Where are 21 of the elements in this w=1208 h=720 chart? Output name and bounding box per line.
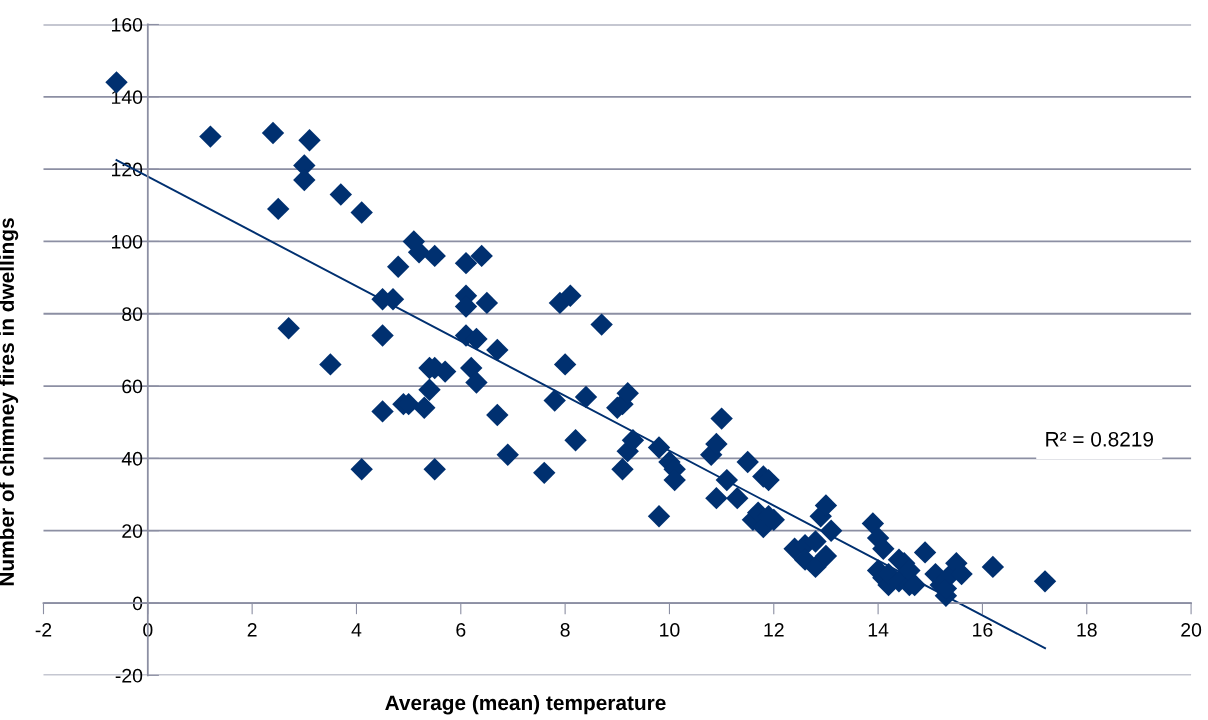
x-tick-label: 10 [660,623,680,637]
x-tick-label: 20 [1181,623,1202,637]
y-tick-label: -20 [115,668,143,683]
x-tick-label: -2 [35,623,52,637]
y-tick-label: 160 [112,17,143,32]
x-tick-label: 4 [351,623,362,637]
x-axis-title: Average (mean) temperature [385,694,666,715]
x-tick-label: 8 [560,623,570,637]
x-tick-label: 18 [1077,623,1097,637]
x-tick-label: 6 [456,623,466,637]
x-tick-label: 12 [764,623,784,637]
x-tick-label: 2 [247,623,257,637]
y-tick-label: 40 [121,451,143,466]
y-tick-label: 20 [122,524,143,538]
y-tick-label: 60 [122,379,143,394]
y-tick-label: 100 [112,234,143,249]
y-tick-label: 80 [122,307,143,321]
y-tick-label: 140 [112,90,143,105]
x-tick-label: 16 [973,623,993,637]
x-tick-label: 14 [868,623,889,637]
annotation: R² = 0.8219 [1046,431,1154,447]
